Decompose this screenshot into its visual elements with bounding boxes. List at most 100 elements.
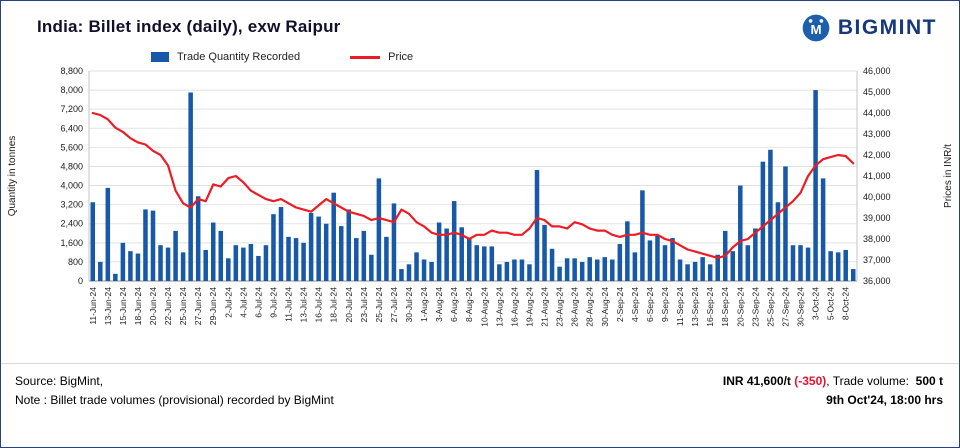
svg-text:Quantity in tonnes: Quantity in tonnes xyxy=(7,136,18,217)
svg-text:21-Aug-24: 21-Aug-24 xyxy=(540,287,550,327)
volume-value: 500 t xyxy=(915,374,943,388)
price-change: (-350) xyxy=(790,374,827,388)
svg-text:11-Jul-24: 11-Jul-24 xyxy=(284,287,294,322)
svg-text:13-Jul-24: 13-Jul-24 xyxy=(299,287,309,323)
svg-text:37,000: 37,000 xyxy=(863,255,891,265)
svg-text:43,000: 43,000 xyxy=(863,129,891,139)
svg-text:23-Jul-24: 23-Jul-24 xyxy=(359,287,369,323)
svg-text:6-Jul-24: 6-Jul-24 xyxy=(253,287,263,318)
svg-text:6-Sep-24: 6-Sep-24 xyxy=(645,287,655,322)
axis-titles: Quantity in tonnes Prices in INR/t xyxy=(7,136,954,217)
svg-text:11-Sep-24: 11-Sep-24 xyxy=(675,287,685,326)
svg-text:9-Sep-24: 9-Sep-24 xyxy=(660,287,670,322)
svg-text:45,000: 45,000 xyxy=(863,87,891,97)
note-text: Note : Billet trade volumes (provisional… xyxy=(15,392,334,407)
svg-text:40,000: 40,000 xyxy=(863,192,891,202)
svg-text:8-Oct-24: 8-Oct-24 xyxy=(841,287,851,320)
bigmint-logo: M BIGMINT xyxy=(801,13,937,43)
svg-text:4-Sep-24: 4-Sep-24 xyxy=(630,287,640,322)
svg-text:13-Jun-24: 13-Jun-24 xyxy=(103,287,113,326)
svg-text:20-Sep-24: 20-Sep-24 xyxy=(735,287,745,327)
svg-text:20-Jul-24: 20-Jul-24 xyxy=(344,287,354,323)
quantity-bars xyxy=(90,90,856,281)
footer: Source: BigMint, Note : Billet trade vol… xyxy=(1,363,959,447)
svg-text:1,600: 1,600 xyxy=(60,238,83,248)
svg-text:42,000: 42,000 xyxy=(863,150,891,160)
svg-text:19-Aug-24: 19-Aug-24 xyxy=(524,287,534,327)
svg-text:4,000: 4,000 xyxy=(60,181,83,191)
svg-text:Prices in INR/t: Prices in INR/t xyxy=(943,144,954,208)
svg-text:30-Sep-24: 30-Sep-24 xyxy=(796,287,806,327)
svg-text:8-Aug-24: 8-Aug-24 xyxy=(464,287,474,322)
svg-text:2,400: 2,400 xyxy=(60,219,83,229)
svg-text:16-Jul-24: 16-Jul-24 xyxy=(314,287,324,323)
svg-text:18-Jun-24: 18-Jun-24 xyxy=(133,287,143,326)
price-line-series xyxy=(91,111,855,259)
svg-text:18-Jul-24: 18-Jul-24 xyxy=(329,287,339,323)
svg-text:2-Sep-24: 2-Sep-24 xyxy=(615,287,625,322)
svg-text:5,600: 5,600 xyxy=(60,142,83,152)
svg-text:30-Jul-24: 30-Jul-24 xyxy=(404,287,414,323)
svg-text:39,000: 39,000 xyxy=(863,213,891,223)
svg-text:11-Jun-24: 11-Jun-24 xyxy=(88,287,98,325)
svg-text:6,400: 6,400 xyxy=(60,123,83,133)
svg-text:7,200: 7,200 xyxy=(60,104,83,114)
svg-text:22-Jun-24: 22-Jun-24 xyxy=(163,287,173,326)
price-summary-line: INR 41,600/t (-350), Trade volume: 500 t xyxy=(723,372,943,391)
svg-text:2-Jul-24: 2-Jul-24 xyxy=(223,287,233,318)
svg-text:38,000: 38,000 xyxy=(863,234,891,244)
svg-text:4,800: 4,800 xyxy=(60,161,83,171)
svg-text:23-Sep-24: 23-Sep-24 xyxy=(750,287,760,327)
chart-svg: 11-Jun-24 13-Jun-24 15-Jun-24 18-Jun-24 20-J… xyxy=(7,66,954,327)
svg-text:23-Aug-24: 23-Aug-24 xyxy=(555,287,565,327)
svg-text:1-Aug-24: 1-Aug-24 xyxy=(419,287,429,322)
right-axis-labels: 36,000 37,000 38,000 39,000 40,000 41,000 42,0… xyxy=(863,66,891,286)
source-text: Source: BigMint, xyxy=(15,374,104,388)
svg-text:13-Sep-24: 13-Sep-24 xyxy=(690,287,700,327)
brand-text: BIGMINT xyxy=(837,16,937,39)
price-prefix: INR xyxy=(722,374,747,388)
svg-text:25-Jul-24: 25-Jul-24 xyxy=(374,287,384,323)
svg-text:36,000: 36,000 xyxy=(863,276,891,286)
svg-text:46,000: 46,000 xyxy=(863,66,891,76)
svg-text:27-Sep-24: 27-Sep-24 xyxy=(780,287,790,327)
legend-price-label: Price xyxy=(388,51,414,63)
left-axis-labels: 0 800 1,600 2,400 3,200 4,000 4,800 5,600 6,400 7… xyxy=(60,66,83,286)
svg-text:3-Oct-24: 3-Oct-24 xyxy=(811,287,821,320)
svg-text:27-Jul-24: 27-Jul-24 xyxy=(389,287,399,323)
svg-text:20-Jun-24: 20-Jun-24 xyxy=(148,287,158,326)
svg-text:800: 800 xyxy=(68,257,83,267)
svg-text:25-Jun-24: 25-Jun-24 xyxy=(178,287,188,326)
chart-legend: Trade Quantity Recorded Price xyxy=(1,43,959,63)
svg-text:26-Aug-24: 26-Aug-24 xyxy=(570,287,580,327)
svg-text:4-Jul-24: 4-Jul-24 xyxy=(238,287,248,318)
svg-text:30-Aug-24: 30-Aug-24 xyxy=(600,287,610,327)
svg-text:28-Aug-24: 28-Aug-24 xyxy=(585,287,595,327)
svg-text:5-Oct-24: 5-Oct-24 xyxy=(826,287,836,320)
bigmint-logo-icon: M xyxy=(802,14,830,42)
svg-text:29-Jun-24: 29-Jun-24 xyxy=(208,287,218,326)
svg-text:8,000: 8,000 xyxy=(60,85,83,95)
svg-text:41,000: 41,000 xyxy=(863,171,891,181)
svg-text:0: 0 xyxy=(78,276,83,286)
svg-text:8,800: 8,800 xyxy=(60,66,83,76)
svg-text:M: M xyxy=(810,22,821,37)
svg-text:13-Aug-24: 13-Aug-24 xyxy=(494,287,504,327)
svg-text:6-Aug-24: 6-Aug-24 xyxy=(449,287,459,322)
svg-text:3,200: 3,200 xyxy=(60,200,83,210)
svg-text:16-Aug-24: 16-Aug-24 xyxy=(509,287,519,327)
price-summary: INR 41,600/t (-350), Trade volume: 500 t… xyxy=(723,372,943,409)
svg-text:25-Sep-24: 25-Sep-24 xyxy=(765,287,775,327)
svg-text:9-Jul-24: 9-Jul-24 xyxy=(268,287,278,318)
volume-label: , Trade volume: xyxy=(826,374,916,388)
legend-quantity-label: Trade Quantity Recorded xyxy=(177,51,301,63)
svg-text:3-Aug-24: 3-Aug-24 xyxy=(434,287,444,322)
svg-text:44,000: 44,000 xyxy=(863,108,891,118)
page-title: India: Billet index (daily), exw Raipur xyxy=(37,17,341,36)
footer-notes: Source: BigMint, Note : Billet trade vol… xyxy=(15,372,334,409)
x-axis-labels: 11-Jun-24 13-Jun-24 15-Jun-24 18-Jun-24 20-J… xyxy=(88,287,851,327)
svg-text:18-Sep-24: 18-Sep-24 xyxy=(720,287,730,327)
svg-text:27-Jun-24: 27-Jun-24 xyxy=(193,287,203,326)
price-value: 41,600/t xyxy=(746,374,791,388)
